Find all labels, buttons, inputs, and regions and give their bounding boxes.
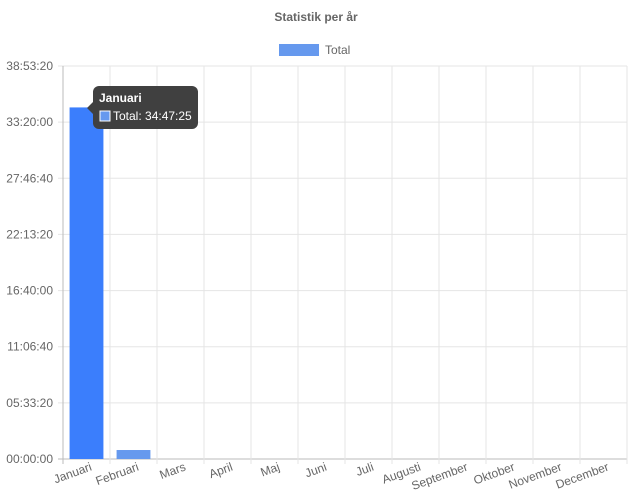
y-tick-label: 33:20:00 xyxy=(6,115,53,129)
x-tick-label: December xyxy=(554,460,611,492)
x-tick-label: Mars xyxy=(158,460,188,482)
bar-januari[interactable] xyxy=(69,107,104,459)
y-tick-label: 38:53:20 xyxy=(6,59,53,73)
x-tick-label: Januari xyxy=(52,460,94,487)
bars xyxy=(69,107,151,459)
y-axis-ticks: 00:00:00 05:33:20 11:06:40 16:40:00 22:13:20… xyxy=(6,59,53,466)
legend[interactable]: Total xyxy=(279,43,350,57)
legend-swatch-total xyxy=(279,44,319,56)
x-tick-label: Maj xyxy=(259,460,282,480)
x-tick-label: November xyxy=(507,460,564,492)
grid xyxy=(58,65,628,464)
x-tick-label: Juni xyxy=(303,460,328,481)
tooltip-title: Januari xyxy=(99,91,142,105)
x-tick-label: April xyxy=(207,460,234,481)
x-axis-ticks: Januari Februari Mars April Maj Juni Juli Augus… xyxy=(52,460,611,493)
y-tick-label: 16:40:00 xyxy=(6,284,53,298)
chart-title: Statistik per år xyxy=(274,10,358,24)
tooltip-arrow xyxy=(87,102,93,114)
y-tick-label: 00:00:00 xyxy=(6,452,53,466)
tooltip-swatch xyxy=(99,110,111,122)
tooltip-box xyxy=(93,86,198,129)
legend-label-total: Total xyxy=(325,43,350,57)
bar-februari[interactable] xyxy=(116,450,151,459)
y-tick-label: 27:46:40 xyxy=(6,171,53,185)
y-tick-label: 11:06:40 xyxy=(7,340,53,354)
tooltip-label: Total: 34:47:25 xyxy=(113,109,192,123)
x-tick-label: Juli xyxy=(354,460,376,479)
y-tick-label: 22:13:20 xyxy=(6,227,53,241)
y-tick-label: 05:33:20 xyxy=(6,396,53,410)
tooltip: Januari Total: 34:47:25 xyxy=(87,86,198,129)
x-tick-label: Februari xyxy=(94,460,141,488)
